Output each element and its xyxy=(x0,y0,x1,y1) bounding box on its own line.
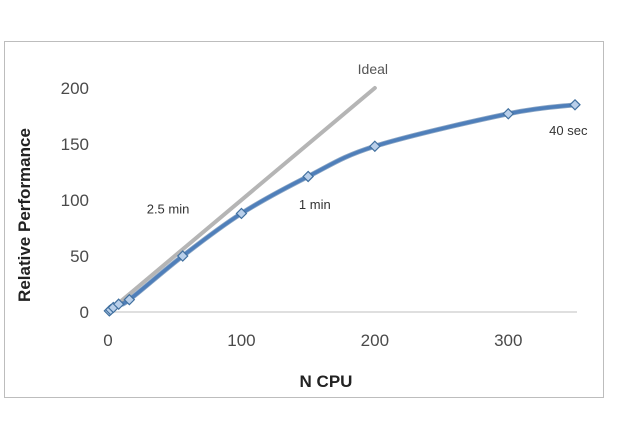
data-point-marker xyxy=(112,298,125,311)
ideal-line xyxy=(106,86,377,314)
annotation-label: 2.5 min xyxy=(147,201,190,216)
performance-chart: 0 50 100 150 200 0 100 200 300 Ideal 2.5 min 1 m… xyxy=(15,61,588,391)
annotations: 2.5 min 1 min 40 sec xyxy=(147,123,588,216)
y-tick-label: 0 xyxy=(80,303,89,322)
y-tick-label: 50 xyxy=(70,247,89,266)
x-tick-label: 300 xyxy=(494,331,522,350)
annotation-label: 1 min xyxy=(299,197,331,212)
chart-frame: 0 50 100 150 200 0 100 200 300 Ideal 2.5 min 1 m… xyxy=(4,41,604,398)
x-tick-label: 0 xyxy=(103,331,112,350)
x-axis-ticks: 0 100 200 300 xyxy=(103,331,522,350)
data-point-marker xyxy=(569,98,581,111)
data-point-marker xyxy=(369,140,381,153)
data-point-marker xyxy=(176,250,189,262)
y-axis-ticks: 0 50 100 150 200 xyxy=(61,79,89,322)
data-point-marker xyxy=(235,207,248,220)
y-tick-label: 200 xyxy=(61,79,89,98)
y-axis-title: Relative Performance xyxy=(15,128,34,302)
x-axis-title: N CPU xyxy=(300,372,353,391)
series-layer: Ideal xyxy=(103,61,581,317)
x-tick-label: 100 xyxy=(227,331,255,350)
data-point-marker xyxy=(302,170,314,183)
ideal-label: Ideal xyxy=(358,61,388,77)
data-point-marker xyxy=(123,293,136,306)
x-tick-label: 200 xyxy=(361,331,389,350)
y-tick-label: 100 xyxy=(61,191,89,210)
y-tick-label: 150 xyxy=(61,135,89,154)
data-point-marker xyxy=(502,107,515,120)
annotation-label: 40 sec xyxy=(549,123,588,138)
